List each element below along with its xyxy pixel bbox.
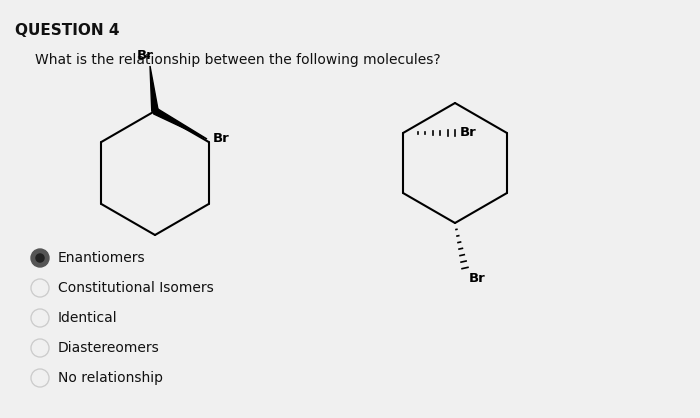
Circle shape (32, 370, 48, 386)
Circle shape (31, 369, 49, 387)
Text: Br: Br (460, 127, 477, 140)
Circle shape (36, 254, 44, 262)
Circle shape (31, 339, 49, 357)
Text: Br: Br (213, 133, 230, 145)
Circle shape (32, 310, 48, 326)
Text: No relationship: No relationship (58, 371, 163, 385)
Circle shape (31, 249, 49, 267)
Circle shape (32, 280, 48, 296)
Text: Enantiomers: Enantiomers (58, 251, 146, 265)
Circle shape (32, 340, 48, 356)
Text: What is the relationship between the following molecules?: What is the relationship between the fol… (35, 53, 440, 67)
Circle shape (31, 279, 49, 297)
Text: Diastereomers: Diastereomers (58, 341, 160, 355)
Text: Br: Br (469, 272, 486, 285)
Polygon shape (153, 108, 207, 139)
Polygon shape (150, 66, 158, 111)
Text: Identical: Identical (58, 311, 118, 325)
Text: QUESTION 4: QUESTION 4 (15, 23, 120, 38)
Text: Br: Br (136, 49, 153, 62)
Circle shape (31, 309, 49, 327)
Text: Constitutional Isomers: Constitutional Isomers (58, 281, 213, 295)
